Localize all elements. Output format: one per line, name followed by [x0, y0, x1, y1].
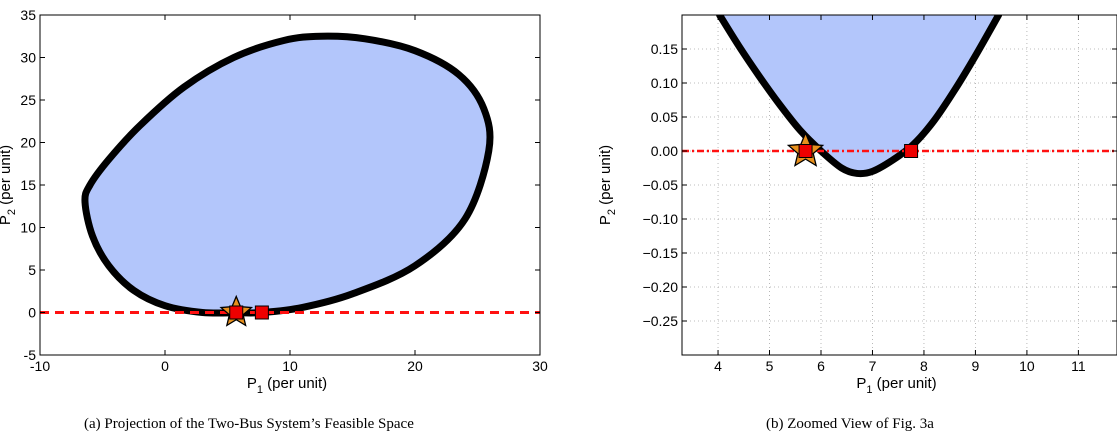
x-tick-label: 6 [817, 358, 825, 374]
square-marker [798, 144, 813, 158]
caption-b: (b) Zoomed View of Fig. 3a [766, 416, 934, 432]
chart-b: 4 5 6 7 8 9 10 11 0.15 0.10 0.05 0.00 −0.05 −0.10 −0.1… [597, 14, 1117, 396]
x-axis-label: P1 (per unit) [247, 375, 327, 396]
figure-canvas: -10 0 10 20 30 -5 0 5 10 15 20 25 30 35 P1 (per unit)… [0, 7, 1117, 396]
y-tick-label: 35 [20, 7, 36, 23]
y-tick-label: 0.05 [651, 109, 678, 125]
y-tick-label: 30 [20, 50, 36, 66]
y-tick-label: −0.20 [643, 279, 679, 295]
y-axis-label: P2 (per unit) [597, 145, 618, 225]
y-tick-label: 0 [28, 305, 36, 321]
y-tick-label: 0.15 [651, 41, 678, 57]
x-tick-label: 30 [532, 358, 548, 374]
x-tick-label: 4 [714, 358, 722, 374]
y-tick-label: -5 [24, 347, 37, 363]
x-tick-label: 5 [766, 358, 774, 374]
feasible-region [84, 36, 491, 314]
square-marker [229, 305, 244, 320]
feasible-region [719, 15, 999, 174]
y-tick-label: 15 [20, 177, 36, 193]
x-tick-label: 11 [1071, 358, 1086, 374]
x-tick-label: 20 [407, 358, 423, 374]
x-tick-label: 8 [920, 358, 928, 374]
x-tick-label: 7 [869, 358, 877, 374]
y-tick-label: −0.15 [643, 245, 679, 261]
feasible-boundary [716, 15, 1003, 178]
y-tick-label: −0.25 [643, 313, 679, 329]
y-axis-label: P2 (per unit) [0, 145, 18, 225]
square-marker [904, 144, 919, 158]
caption-a: (a) Projection of the Two-Bus System’s F… [84, 416, 414, 432]
x-tick-label: 10 [282, 358, 298, 374]
y-tick-label: −0.10 [643, 211, 679, 227]
x-tick-label: 9 [972, 358, 980, 374]
y-tick-label: 0.10 [651, 75, 678, 91]
x-tick-label: -10 [30, 358, 50, 374]
chart-a: -10 0 10 20 30 -5 0 5 10 15 20 25 30 35 P1 (per unit)… [0, 7, 548, 396]
x-tick-label: 10 [1019, 358, 1035, 374]
y-tick-label: −0.05 [643, 177, 679, 193]
y-tick-label: 20 [20, 135, 36, 151]
y-tick-label: 5 [28, 262, 36, 278]
y-tick-label: 0.00 [651, 143, 678, 159]
y-tick-label: 10 [20, 220, 36, 236]
feasible-boundary [81, 32, 494, 317]
x-axis-label: P1 (per unit) [856, 375, 936, 396]
y-tick-label: 25 [20, 92, 36, 108]
square-marker [254, 305, 269, 320]
x-tick-label: 0 [161, 358, 169, 374]
